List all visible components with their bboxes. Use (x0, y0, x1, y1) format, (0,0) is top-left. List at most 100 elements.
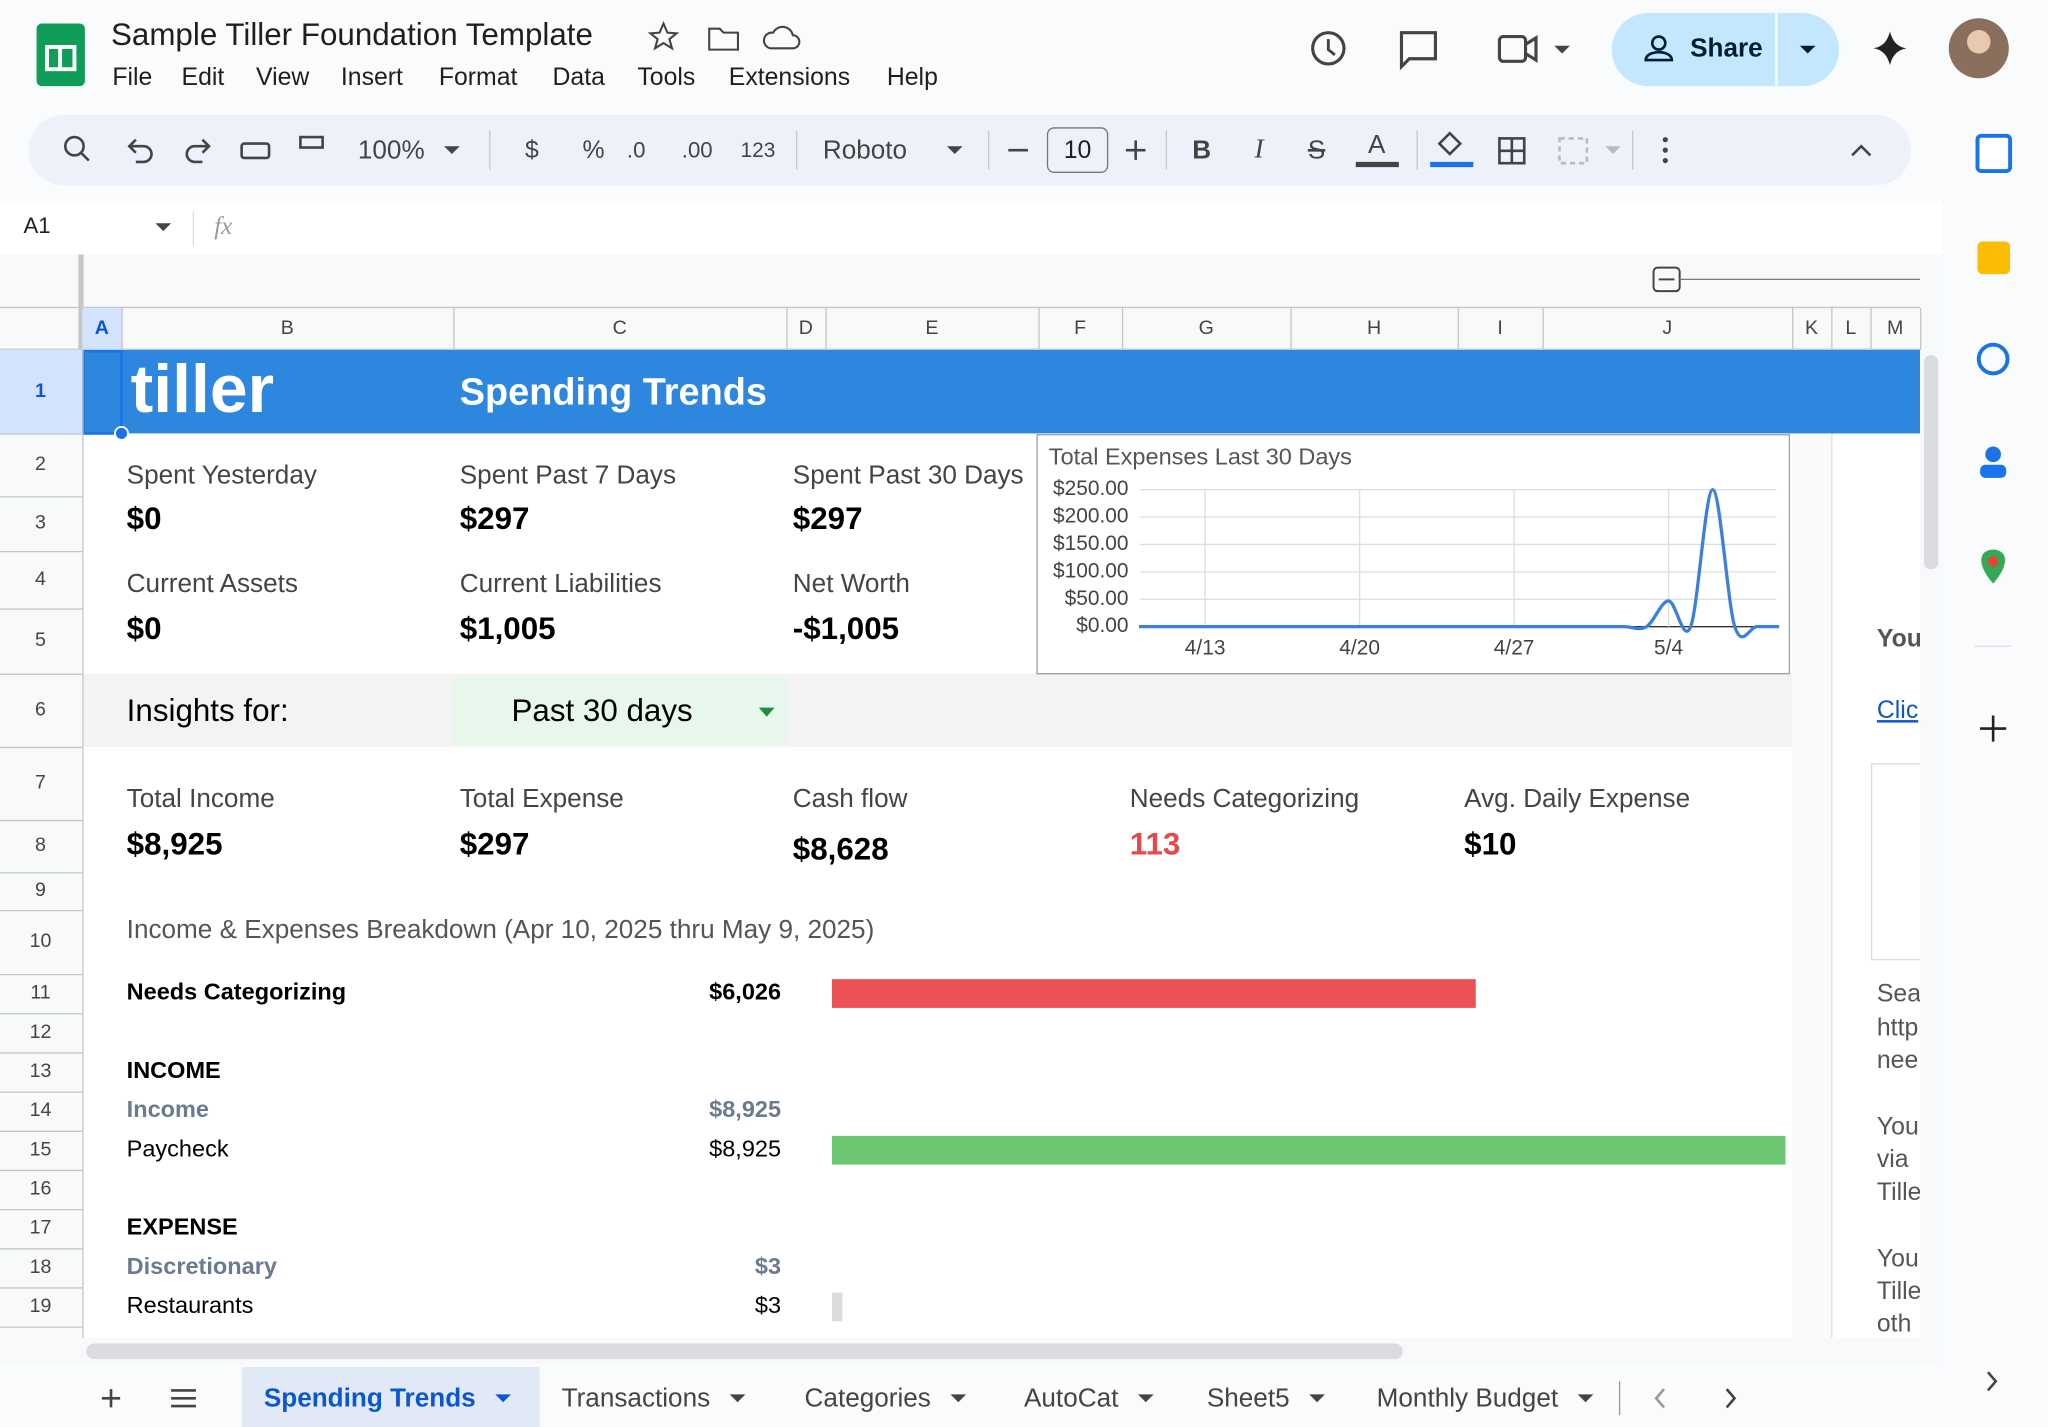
tab-menu-caret[interactable] (1309, 1394, 1325, 1403)
dropdown-arrow[interactable] (758, 707, 775, 717)
meet-caret[interactable] (1554, 45, 1570, 54)
tab-menu-caret[interactable] (950, 1394, 967, 1403)
increase-decimals[interactable]: .00 (682, 137, 713, 162)
fill-color-button[interactable] (1437, 131, 1463, 156)
add-addon[interactable] (1980, 715, 2007, 742)
text-color-bar (1355, 161, 1399, 168)
redo-icon[interactable] (185, 138, 211, 164)
horizontal-scroll-thumb[interactable] (86, 1343, 1403, 1360)
currency-button[interactable]: $ (525, 137, 539, 164)
row-header: 13 (30, 1060, 52, 1082)
undo-icon[interactable] (127, 138, 153, 164)
x-tick-label: 4/20 (1339, 636, 1380, 659)
metric-value: $8,628 (793, 832, 889, 867)
print-icon[interactable] (240, 142, 271, 160)
font-size-box[interactable] (1046, 127, 1109, 173)
menu-item[interactable]: Data (552, 64, 605, 91)
summary-label: Current Liabilities (460, 568, 662, 598)
sheet-tab[interactable]: Categories (805, 1382, 931, 1412)
insights-period[interactable]: Past 30 days (512, 693, 693, 728)
active-tab-bg (241, 1366, 540, 1427)
text-color-button[interactable]: A (1368, 129, 1386, 159)
share-caret[interactable] (1799, 45, 1816, 54)
tab-prev[interactable] (1654, 1388, 1665, 1409)
breakdown-label: Discretionary (127, 1253, 277, 1279)
freeze-bar[interactable] (78, 254, 84, 350)
period-dropdown[interactable] (453, 676, 787, 746)
strike-button[interactable]: S (1308, 134, 1325, 164)
menu-item[interactable]: Insert (341, 64, 403, 91)
menu-item[interactable]: Edit (182, 64, 225, 91)
tab-menu-caret[interactable] (1577, 1394, 1594, 1403)
contacts-icon-body (1980, 464, 2007, 478)
italic-button[interactable]: I (1254, 134, 1266, 164)
column-header: K (1805, 317, 1818, 339)
banner (82, 349, 1920, 434)
formula-bar (0, 202, 1943, 255)
sheet-tab[interactable]: Monthly Budget (1377, 1382, 1559, 1412)
menu-item[interactable]: Format (439, 64, 518, 91)
name-box[interactable]: A1 (24, 213, 51, 238)
paint-format-icon[interactable] (299, 135, 324, 149)
search-icon[interactable] (64, 135, 85, 157)
fill-handle[interactable] (113, 425, 129, 441)
gap-column (1792, 433, 1832, 1339)
menu-item[interactable]: Help (887, 64, 938, 91)
breakdown-value: $6,026 (709, 979, 781, 1005)
font-size[interactable]: 10 (1064, 137, 1092, 164)
font-select[interactable]: Roboto (823, 134, 907, 164)
sheet-tab[interactable]: AutoCat (1024, 1382, 1119, 1412)
zoom-caret[interactable] (444, 146, 460, 155)
menu-item[interactable]: View (256, 64, 309, 91)
share-button[interactable] (1611, 13, 1840, 87)
row-header: 11 (30, 982, 50, 1004)
sheet-tab[interactable]: Sheet5 (1207, 1382, 1290, 1412)
document-title[interactable]: Sample Tiller Foundation Template (111, 17, 593, 52)
keep-icon[interactable] (1977, 241, 2011, 275)
tab-menu-caret[interactable] (495, 1394, 511, 1403)
menu-item[interactable]: Tools (637, 64, 695, 91)
font-caret[interactable] (946, 146, 963, 155)
share-label[interactable]: Share (1690, 33, 1763, 63)
tab-menu-caret[interactable] (729, 1394, 746, 1403)
gemini-icon[interactable] (1872, 31, 1907, 66)
collapse-toolbar[interactable] (1851, 144, 1872, 157)
tab-menu-caret[interactable] (1137, 1394, 1154, 1403)
column-header: J (1662, 317, 1672, 339)
decrease-decimals[interactable]: .0 (627, 137, 646, 162)
move-icon[interactable] (708, 27, 740, 51)
add-sheet[interactable] (101, 1389, 121, 1408)
number-format[interactable]: 123 (741, 139, 776, 162)
breakdown-label: Paycheck (127, 1135, 229, 1161)
bold-button[interactable]: B (1192, 134, 1211, 164)
panel-toggle[interactable] (1986, 1371, 1998, 1392)
menu-item[interactable]: Extensions (729, 64, 850, 91)
row-header-area (0, 349, 83, 1339)
comment-icon[interactable] (1399, 31, 1437, 71)
row-header: 14 (30, 1099, 52, 1121)
meet-icon[interactable] (1497, 34, 1528, 63)
row-header: 8 (35, 834, 46, 856)
star-icon[interactable] (647, 20, 680, 51)
breakdown-bar (832, 979, 1476, 1008)
sheet-tab[interactable]: Spending Trends (264, 1382, 476, 1412)
namebox-caret[interactable] (155, 223, 172, 232)
calendar-icon[interactable] (1975, 133, 2013, 173)
menu-item[interactable]: File (112, 64, 152, 91)
all-sheets[interactable] (171, 1389, 196, 1408)
contacts-icon[interactable] (1985, 446, 2001, 463)
fx-label: fx (214, 213, 232, 240)
vertical-scroll-thumb[interactable] (1923, 355, 1939, 570)
cloud-icon[interactable] (762, 25, 801, 50)
history-icon[interactable] (1311, 31, 1346, 66)
tab-next[interactable] (1725, 1388, 1737, 1409)
metric-label: Needs Categorizing (1130, 783, 1359, 813)
chart-frame[interactable] (1036, 434, 1791, 675)
zoom-select[interactable]: 100% (358, 134, 425, 164)
tasks-icon[interactable] (1976, 342, 2010, 376)
percent-button[interactable]: % (583, 137, 605, 164)
sidebar-link[interactable]: Clic (1877, 697, 1918, 724)
sheet-tab[interactable]: Transactions (562, 1382, 711, 1412)
increase-size[interactable] (1125, 140, 1146, 160)
